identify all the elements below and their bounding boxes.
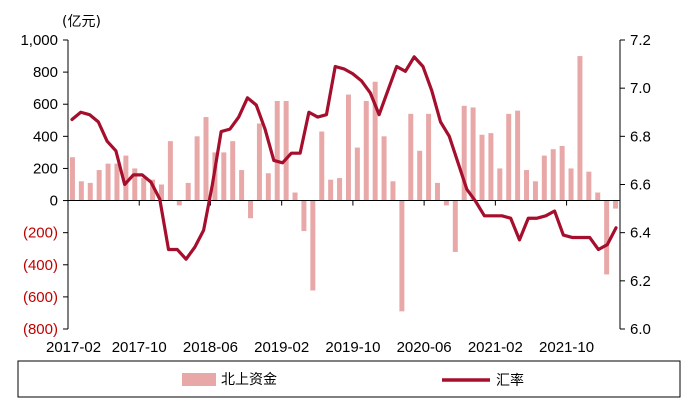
x-tick-label: 2020-06 [397, 339, 452, 356]
legend: 北上资金 汇率 [17, 360, 681, 398]
bar [176, 200, 182, 206]
bar [488, 133, 494, 201]
bar [283, 101, 289, 201]
x-tick-label: 2019-10 [325, 339, 380, 356]
legend-swatch-bar [182, 373, 216, 386]
x-tick-label: 2018-06 [183, 339, 238, 356]
bar [426, 113, 432, 201]
y-right-tick-label: 7.2 [630, 32, 651, 49]
bar [239, 170, 245, 201]
y-left-tick-label: 600 [33, 96, 58, 113]
bar [443, 200, 449, 206]
bar [408, 113, 414, 201]
bar [150, 179, 156, 201]
y-left-tick-label: (400) [23, 257, 58, 274]
y-left-tick-label: (800) [23, 321, 58, 338]
y-left-tick-label: (600) [23, 289, 58, 306]
bar [595, 192, 601, 201]
y-right-tick-label: 6.4 [630, 225, 651, 242]
bar [221, 152, 227, 201]
bar [328, 179, 334, 201]
bar [363, 101, 369, 201]
y-left-tick-label: 400 [33, 128, 58, 145]
bars-series [69, 56, 619, 312]
bar [310, 200, 316, 291]
bar [105, 163, 111, 201]
bar [515, 110, 521, 201]
x-tick-label: 2019-02 [254, 339, 309, 356]
legend-frame [17, 360, 681, 398]
bar [479, 134, 485, 201]
y-left-tick-label: (200) [23, 225, 58, 242]
bar [301, 200, 307, 232]
bar [354, 147, 360, 201]
bar [337, 178, 343, 201]
bar [167, 141, 173, 201]
bar [586, 171, 592, 201]
y-right-tick-label: 6.8 [630, 128, 651, 145]
y-left-tick-label: 0 [50, 193, 58, 210]
bar [141, 178, 147, 201]
bar [434, 182, 440, 201]
bar [345, 94, 351, 201]
bar [319, 131, 325, 201]
bar [230, 141, 236, 201]
bar [158, 184, 164, 201]
legend-label-line: 汇率 [496, 372, 524, 389]
bar [417, 150, 423, 201]
bar [132, 168, 138, 201]
legend-label-bar: 北上资金 [221, 372, 277, 388]
bar [69, 157, 75, 201]
x-tick-label: 2021-02 [468, 339, 523, 356]
bar [452, 200, 458, 252]
bar [123, 155, 129, 201]
bar [524, 170, 530, 201]
y-right-tick-label: 6.6 [630, 177, 651, 194]
bar [203, 117, 209, 201]
bar [372, 81, 378, 201]
y-left-tick-label: 800 [33, 64, 58, 81]
bar [381, 136, 387, 201]
bar [506, 113, 512, 201]
bar [87, 182, 93, 201]
y-left-tick-labels: 1,000 800 600 400 200 0 (200) (400) (600) (800) [20, 32, 58, 338]
bar [292, 192, 298, 201]
bar [470, 107, 476, 201]
bar [577, 56, 583, 201]
bar [399, 200, 405, 312]
x-tick-labels: 2017-02 2017-10 2018-06 2019-02 2019-10 2020-… [46, 339, 594, 356]
bar [613, 200, 619, 209]
x-tick-label: 2017-02 [46, 339, 101, 356]
bar [541, 155, 547, 201]
line-series [70, 55, 618, 261]
bar [96, 170, 102, 201]
bar [497, 168, 503, 201]
bar [274, 101, 280, 201]
bar [114, 163, 120, 201]
y-right-tick-labels: 7.2 7.0 6.8 6.6 6.4 6.2 6.0 [630, 32, 651, 338]
x-tick-label: 2017-10 [112, 339, 167, 356]
bar [532, 181, 538, 201]
y-right-tick-label: 6.2 [630, 273, 651, 290]
bar [78, 181, 84, 201]
bar [550, 149, 556, 201]
bar [194, 136, 200, 201]
axes [63, 39, 625, 330]
bar [604, 200, 610, 275]
bar [390, 181, 396, 201]
y-right-tick-label: 6.0 [630, 321, 651, 338]
bar [248, 200, 254, 219]
bar [568, 168, 574, 201]
y-left-tick-label: 1,000 [20, 32, 58, 49]
bar [256, 123, 262, 201]
y-left-tick-label: 200 [33, 160, 58, 177]
bar [461, 105, 467, 201]
unit-label: (亿元) [62, 14, 101, 30]
y-right-tick-label: 7.0 [630, 80, 651, 97]
x-tick-label: 2021-10 [539, 339, 594, 356]
bar [185, 182, 191, 201]
bar [265, 173, 271, 201]
bar [559, 145, 565, 201]
